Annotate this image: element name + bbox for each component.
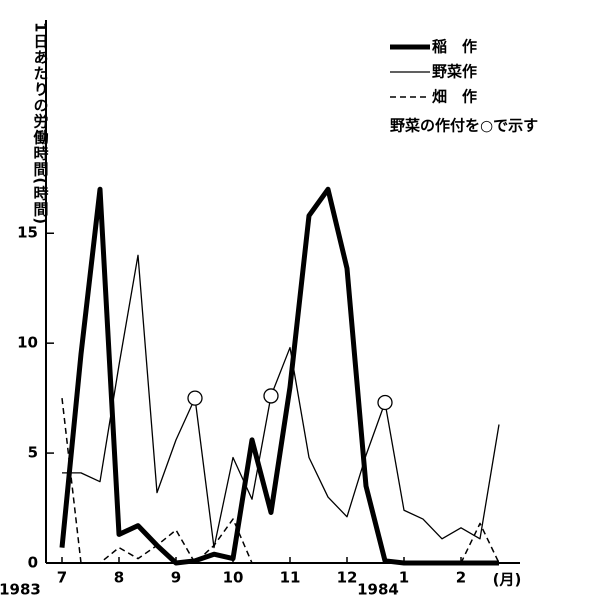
x-unit: (月): [493, 571, 522, 589]
legend-label: 稲 作: [432, 38, 477, 56]
planting-marker: [263, 388, 279, 404]
x-tick-label: 7: [57, 569, 67, 587]
y-tick-label: 10: [17, 334, 38, 352]
x-tick-label: 10: [223, 569, 244, 587]
series-line: [62, 254, 500, 549]
series-line: [61, 398, 500, 564]
legend-note: 野菜の作付を○で示す: [390, 117, 538, 135]
x-tick-label: 1: [399, 569, 409, 587]
year-label: 1984: [357, 581, 399, 599]
legend-label: 畑 作: [431, 88, 477, 106]
planting-marker: [187, 390, 203, 406]
x-tick-label: 8: [114, 569, 124, 587]
y-tick-label: 5: [28, 444, 38, 462]
x-tick-label: 12: [337, 569, 358, 587]
x-tick-label: 2: [456, 569, 466, 587]
planting-marker: [377, 394, 393, 411]
legend-label: 野菜作: [432, 63, 477, 81]
x-tick-label: 9: [171, 569, 181, 587]
series-line: [59, 186, 499, 566]
y-tick-label: 0: [28, 554, 38, 572]
y-tick-label: 15: [17, 224, 38, 242]
x-tick-label: 11: [280, 569, 301, 587]
year-label: 1983: [0, 581, 41, 599]
